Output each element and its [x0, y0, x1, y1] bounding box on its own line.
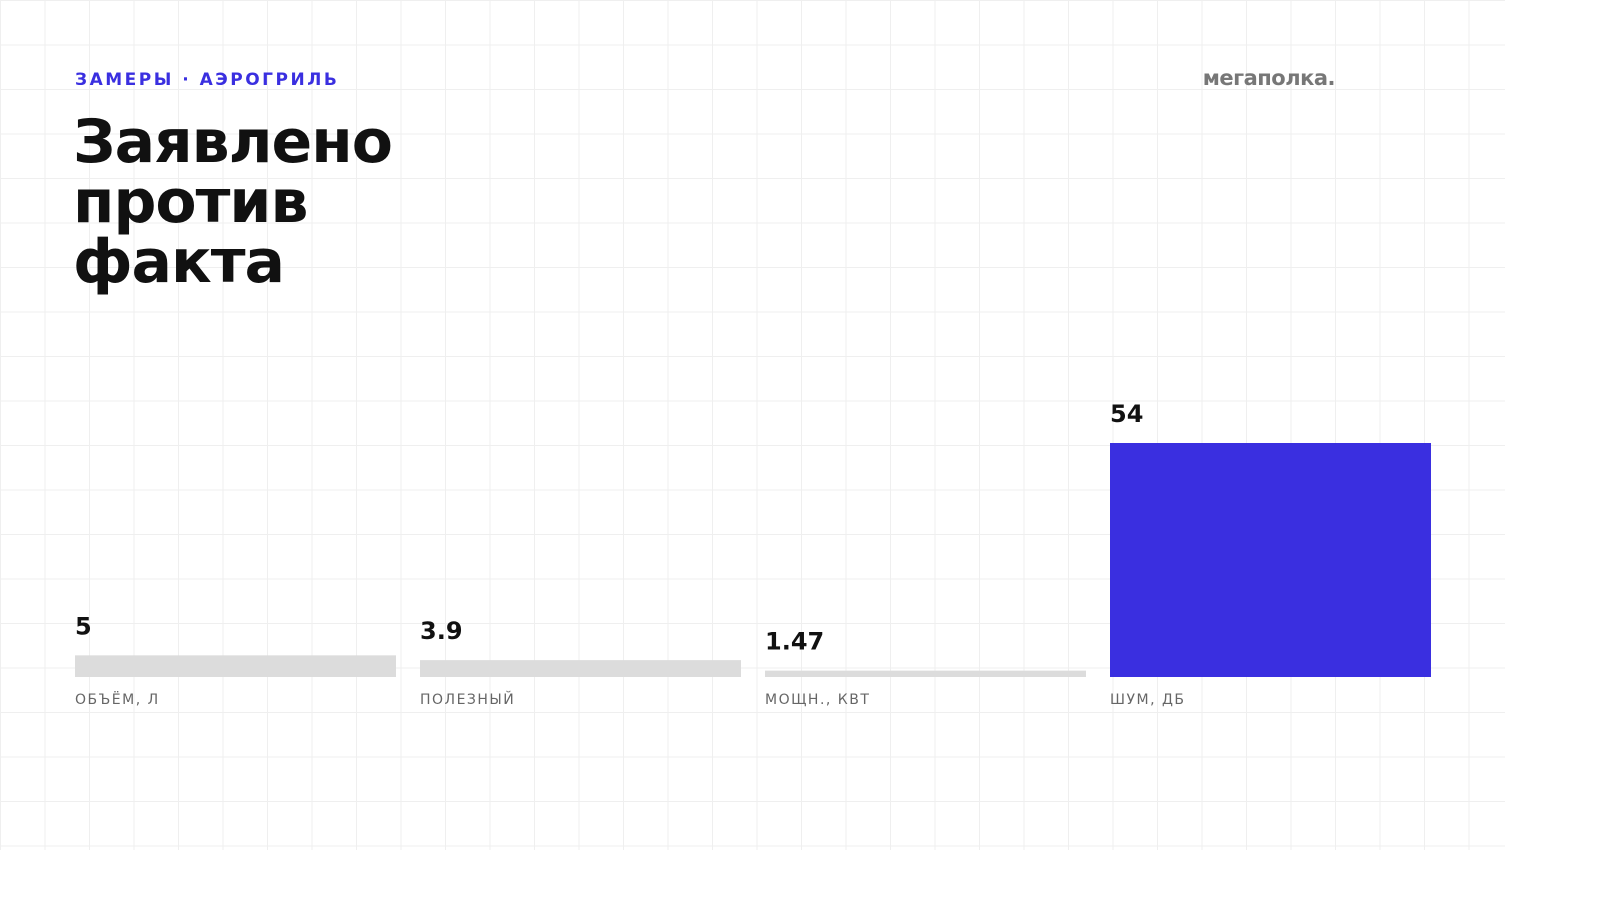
- value-label: 5: [75, 612, 92, 640]
- value-label: 1.47: [765, 628, 824, 656]
- bar: [1110, 443, 1431, 677]
- category-label: МОЩН., КВТ: [765, 692, 870, 708]
- brand-logo: мегаполка.: [1202, 66, 1336, 90]
- bar: [420, 660, 741, 677]
- value-label: 3.9: [420, 617, 463, 645]
- chart: 5 ОБЪЁМ, Л 3.9 ПОЛЕЗНЫЙ 1.47 МОЩН., КВТ 54 ШУМ,…: [75, 400, 1431, 708]
- subtitle: ЗАМЕРЫ · АЭРОГРИЛЬ: [75, 70, 340, 90]
- category-label: ШУМ, ДБ: [1110, 692, 1186, 708]
- value-label: 54: [1110, 400, 1143, 428]
- category-label: ПОЛЕЗНЫЙ: [420, 690, 515, 708]
- bar: [75, 655, 396, 677]
- bar: [765, 670, 1086, 677]
- category-label: ОБЪЁМ, Л: [75, 690, 160, 708]
- slide: ЗАМЕРЫ · АЭРОГРИЛЬ мегаполка. Заявлено п…: [0, 0, 1505, 850]
- chart-title: Заявлено против факта: [73, 107, 393, 297]
